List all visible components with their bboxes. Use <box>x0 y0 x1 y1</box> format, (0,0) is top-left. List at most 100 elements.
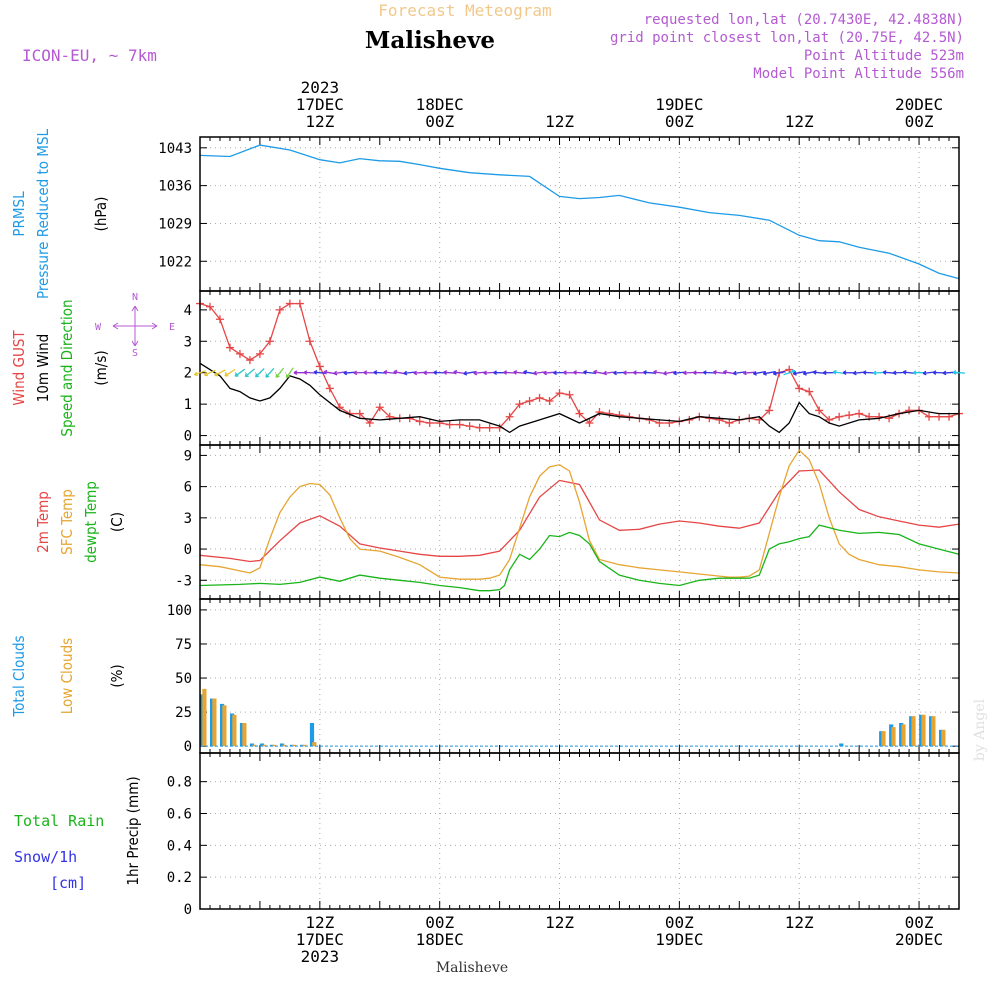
time-top-label-3-0: 19DEC <box>655 95 703 114</box>
time-top-label-0-2: 12Z <box>305 112 334 131</box>
wind-arrow-5 <box>244 368 255 378</box>
time-bottom-label-0-1: 17DEC <box>296 930 344 949</box>
grid-point-coords: grid point closest lon,lat (20.75E, 42.5… <box>610 30 964 46</box>
gust-marker-36 <box>555 389 564 398</box>
gust-marker-33 <box>525 397 534 405</box>
compass-rose: N S E W <box>95 292 175 359</box>
point-altitude: Point Altitude 523m <box>804 48 964 64</box>
gust-marker-41 <box>605 409 614 418</box>
ytick-label-precip-1: 0.2 <box>167 870 192 886</box>
bar-clouds-1-4 <box>242 723 247 747</box>
gust-marker-65 <box>845 411 854 420</box>
gust-marker-4 <box>235 349 244 358</box>
panel-precip: 0 0.2 0.4 0.6 0.8 1hr Precip (mm) Total Rain Sn… <box>14 752 960 918</box>
gust-marker-1 <box>205 302 214 311</box>
time-top-label-3-1: 00Z <box>665 112 694 131</box>
gust-marker-37 <box>565 390 574 399</box>
gust-marker-31 <box>505 412 514 421</box>
time-top-label-1-0: 18DEC <box>416 95 464 114</box>
time-bottom-label-1-0: 00Z <box>425 913 454 932</box>
frame-temperature <box>199 444 960 600</box>
time-top-label-4-0: 12Z <box>785 112 814 131</box>
bar-clouds-1-2 <box>222 705 227 747</box>
bar-clouds-0-16 <box>909 716 914 747</box>
ylabel-pressure-1: Pressure Reduced to MSL <box>34 128 52 299</box>
gust-marker-39 <box>585 419 594 427</box>
wind-arrow-7 <box>265 367 275 378</box>
gust-marker-3 <box>225 343 234 352</box>
wind-arrow-38 <box>573 370 586 375</box>
wind-arrow-19 <box>383 370 396 375</box>
series-temperature-0 <box>199 469 960 563</box>
wind-arrow-60 <box>792 371 806 376</box>
bar-clouds-0-10 <box>299 744 305 747</box>
gust-marker-62 <box>815 406 824 415</box>
gust-marker-73 <box>925 412 934 421</box>
wind-arrow-12 <box>313 370 326 375</box>
ytick-label-wind-3: 3 <box>184 334 192 350</box>
ytick-label-clouds-4: 100 <box>167 603 192 619</box>
gust-marker-7 <box>265 337 274 346</box>
series-temperature-1 <box>199 449 960 580</box>
wind-arrow-52 <box>712 370 726 375</box>
ylabel-clouds-1: Low Clouds <box>58 638 76 714</box>
gust-marker-24 <box>435 419 444 427</box>
gust-marker-13 <box>325 384 334 393</box>
wind-arrow-25 <box>443 370 456 375</box>
time-top-label-0-0: 2023 <box>301 78 340 97</box>
gust-marker-32 <box>515 400 524 409</box>
gust-marker-25 <box>445 420 454 429</box>
ytick-label-wind-2: 2 <box>184 366 192 382</box>
bar-clouds-1-13 <box>891 727 896 747</box>
gust-marker-11 <box>305 337 314 346</box>
bar-clouds-0-9 <box>289 744 295 747</box>
ytick-label-clouds-3: 75 <box>175 637 192 653</box>
gust-marker-35 <box>545 397 554 405</box>
compass-e: E <box>169 322 175 333</box>
time-top-label-5-1: 00Z <box>905 112 934 131</box>
gust-marker-22 <box>415 417 424 426</box>
bar-clouds-1-12 <box>881 731 886 747</box>
ytick-label-clouds-2: 50 <box>175 671 192 687</box>
wind-arrow-56 <box>752 371 766 376</box>
gust-marker-18 <box>375 403 384 412</box>
ytick-label-precip-3: 0.6 <box>167 806 192 822</box>
gust-marker-6 <box>255 349 264 358</box>
wind-arrow-40 <box>593 369 606 375</box>
wind-arrow-20 <box>393 369 406 375</box>
location-title: Malisheve <box>365 27 495 54</box>
ytick-label-temperature-4: 9 <box>184 448 192 464</box>
bar-clouds-0-4 <box>239 723 245 747</box>
gust-marker-5 <box>245 356 254 365</box>
frame-wind <box>199 290 960 446</box>
gust-marker-27 <box>465 422 474 431</box>
subtitle-text: Forecast Meteogram <box>378 1 551 20</box>
gust-marker-23 <box>425 419 434 427</box>
wind-arrow-1 <box>203 369 216 377</box>
bar-clouds-1-8 <box>282 744 287 747</box>
wind-arrow-47 <box>663 370 676 376</box>
wind-arrow-9 <box>285 367 294 379</box>
time-top-label-1-1: 00Z <box>425 112 454 131</box>
gust-marker-60 <box>795 384 804 393</box>
wind-arrow-76 <box>952 370 966 375</box>
time-top-label-0-1: 17DEC <box>296 95 344 114</box>
gust-marker-52 <box>715 415 724 424</box>
wind-arrow-2 <box>214 369 226 377</box>
ytick-label-precip-2: 0.4 <box>167 838 192 854</box>
bar-clouds-1-14 <box>901 724 906 747</box>
gust-marker-28 <box>475 423 484 432</box>
bar-clouds-0-7 <box>269 744 275 747</box>
footer-location: Malisheve <box>436 960 508 976</box>
gust-marker-42 <box>615 411 624 420</box>
ylabel-wind-2: Speed and Direction <box>58 299 76 436</box>
bar-clouds-0-17 <box>919 714 924 747</box>
gust-marker-68 <box>875 412 884 421</box>
time-bottom-label-3-0: 00Z <box>665 913 694 932</box>
bar-clouds-1-6 <box>262 744 267 747</box>
time-bottom-label-5-1: 20DEC <box>895 930 943 949</box>
wind-arrow-41 <box>603 370 616 376</box>
bar-clouds-1-16 <box>921 714 926 747</box>
ytick-label-pressure-1: 1029 <box>158 216 192 232</box>
